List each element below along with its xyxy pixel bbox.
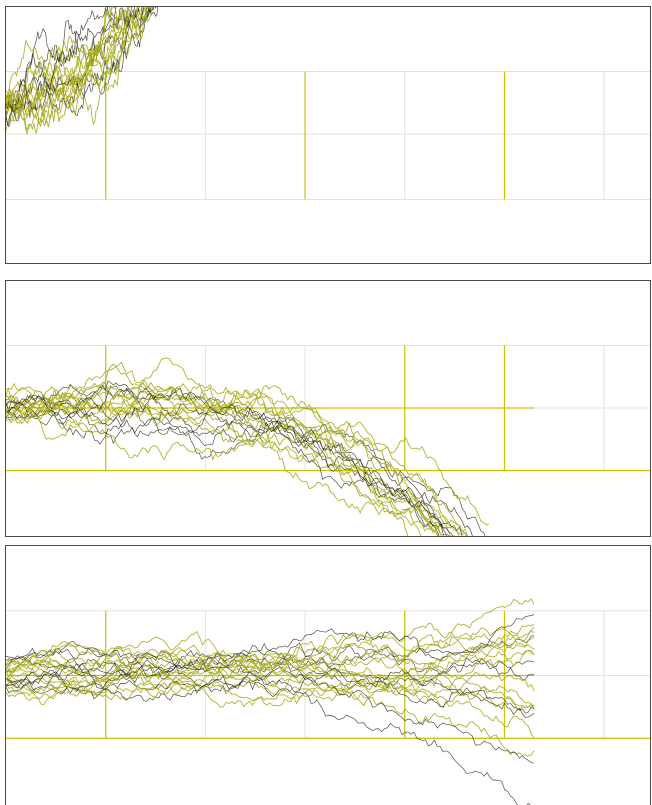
guides-top (105, 71, 506, 200)
walk-series-bottom (6, 598, 535, 805)
walk-line (6, 7, 148, 131)
chart-top-svg (6, 7, 650, 200)
chart-middle-svg (6, 344, 650, 536)
walk-line (6, 385, 463, 536)
walk-line (6, 380, 473, 536)
gridlines-top (6, 71, 650, 200)
walk-line (6, 7, 152, 126)
walk-line (6, 7, 151, 122)
walk-line (6, 647, 535, 714)
walk-series-middle (6, 357, 490, 536)
walk-line (6, 404, 409, 536)
walk-line (6, 598, 535, 696)
walk-line (6, 7, 113, 123)
walk-line (6, 383, 455, 536)
walk-line (6, 388, 422, 536)
walk-line (6, 7, 129, 131)
chart-panel-top (5, 6, 651, 264)
walk-series-top (6, 7, 161, 135)
walk-line (6, 614, 535, 694)
walk-line (6, 7, 154, 128)
walk-line (6, 7, 117, 110)
walk-line (6, 635, 535, 694)
walk-line (6, 675, 535, 757)
walk-line (6, 653, 535, 708)
walk-line (6, 381, 443, 536)
walk-line (6, 406, 486, 536)
walk-line (6, 626, 535, 679)
walk-line (6, 7, 151, 124)
walk-line (6, 646, 535, 693)
walk-line (6, 634, 535, 705)
walk-line (6, 7, 123, 115)
walk-line (6, 357, 468, 536)
chart-bottom-svg (6, 598, 650, 805)
walk-line (6, 641, 531, 805)
walk-line (6, 381, 467, 536)
walk-line (6, 623, 535, 682)
chart-panel-middle (5, 280, 651, 537)
walk-line (6, 7, 138, 135)
chart-panel-bottom (5, 545, 651, 805)
walk-line (6, 627, 535, 677)
walk-line (6, 644, 535, 710)
walk-line (6, 394, 450, 536)
walk-line (6, 361, 469, 536)
